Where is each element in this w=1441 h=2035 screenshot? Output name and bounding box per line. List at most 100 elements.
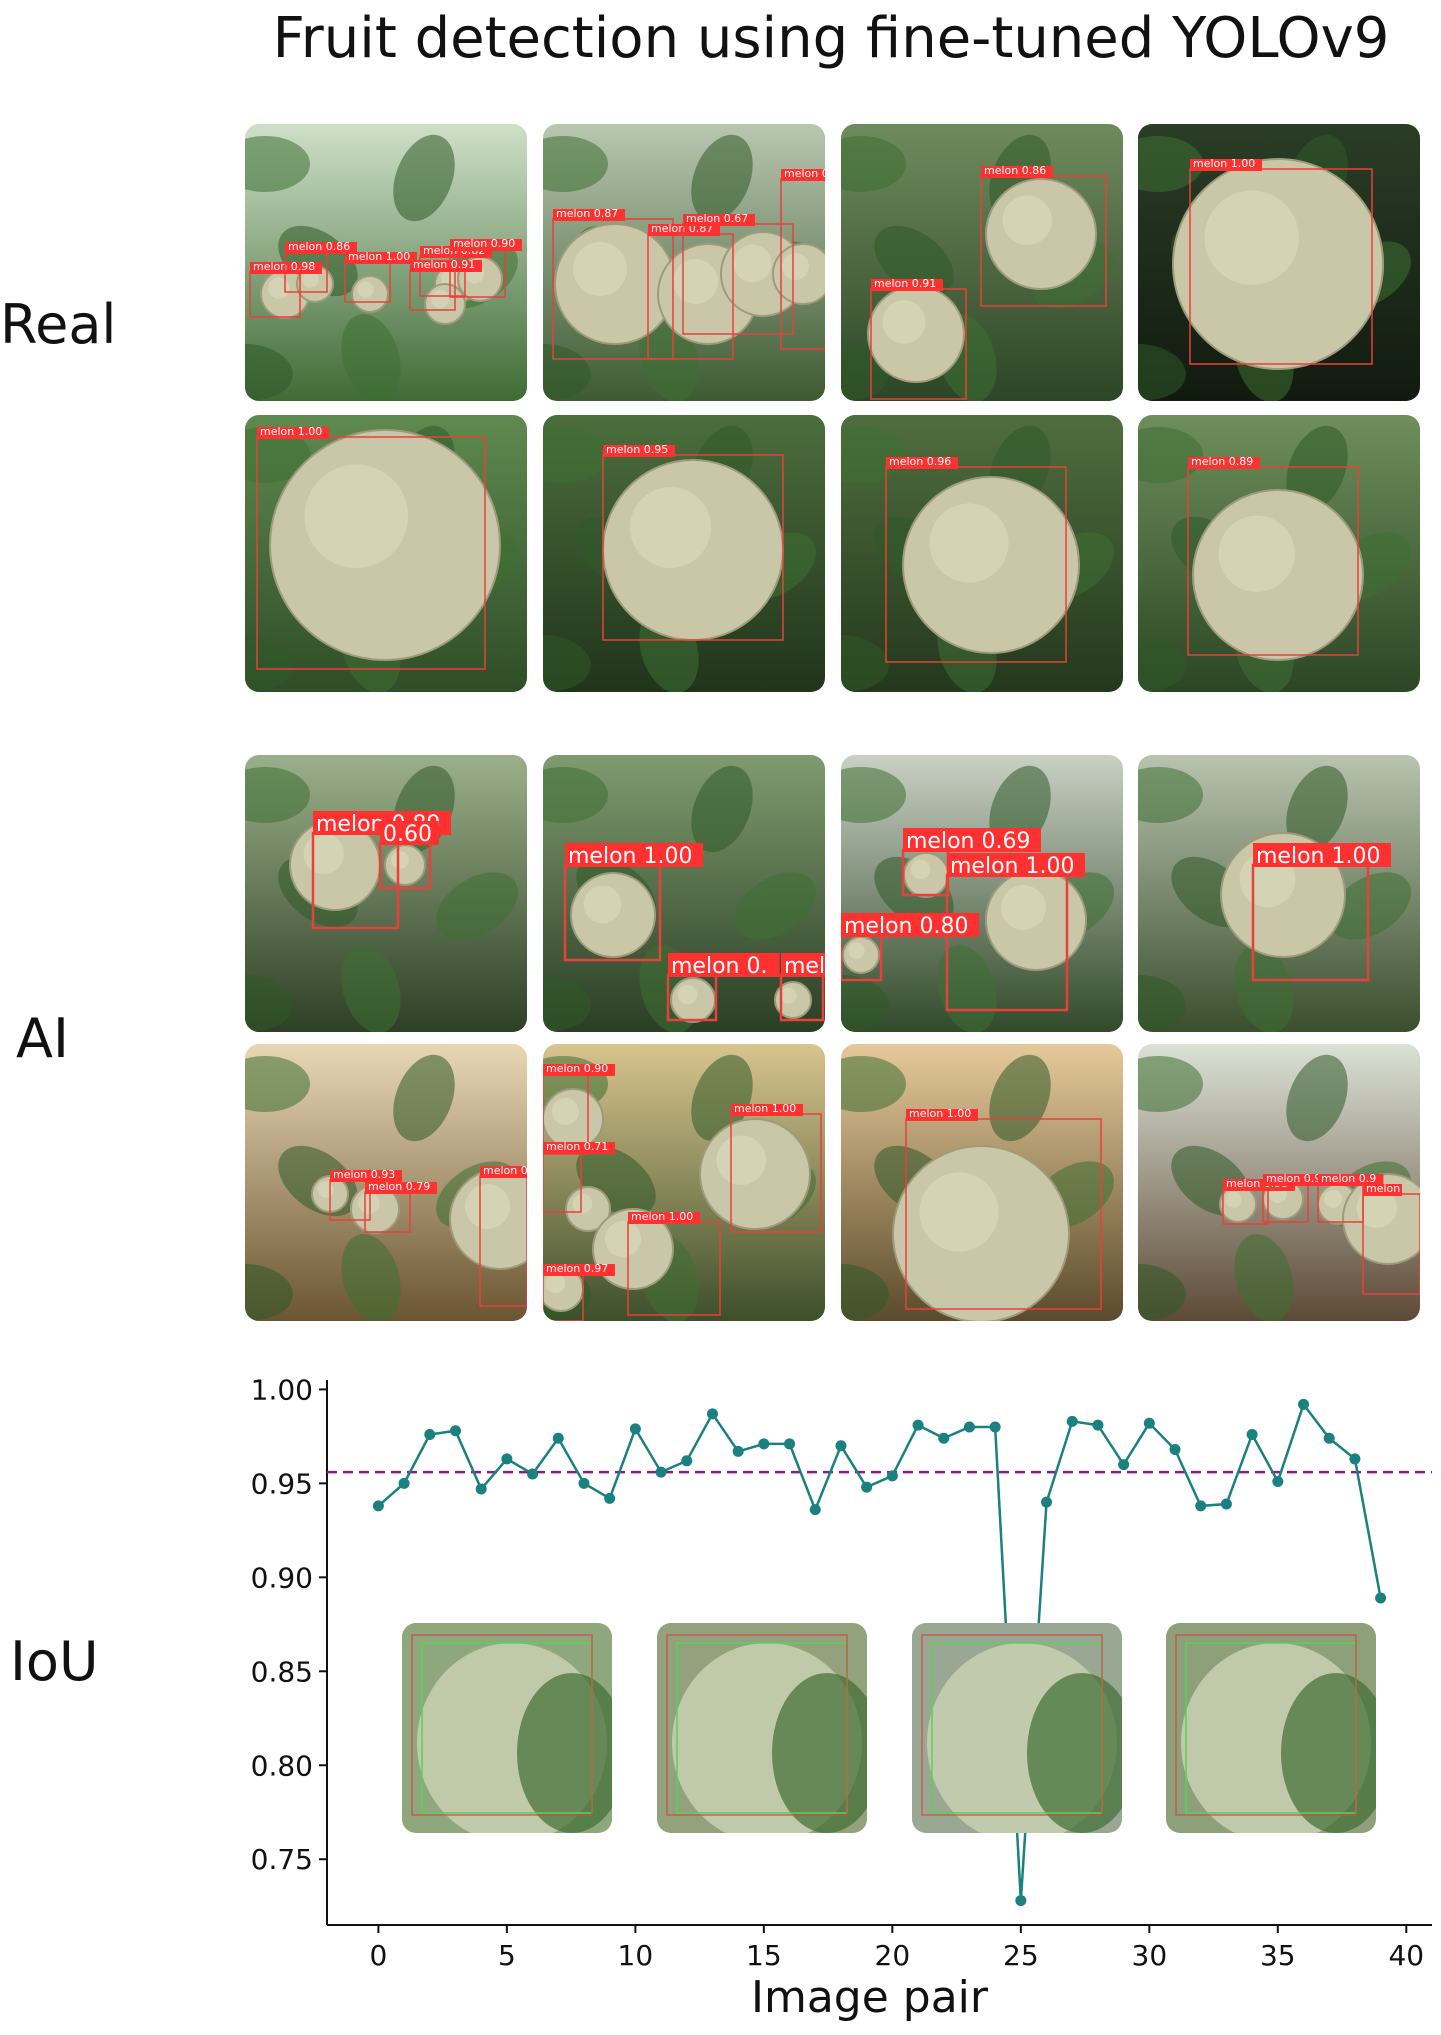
ai-image-8: melon 0.93 melon 0.9 melon 0.9 melon	[1138, 1044, 1420, 1321]
ai-image-4: melon 1.00	[1138, 755, 1420, 1032]
iou-point	[1375, 1592, 1387, 1604]
iou-point	[1246, 1429, 1258, 1440]
detection-label: melon 0.93	[333, 1168, 395, 1181]
iou-point	[1015, 1895, 1027, 1907]
ai-image-1: melon 0.89 0.60	[245, 755, 527, 1032]
iou-point	[989, 1421, 1001, 1433]
detection-box: melon 1.00	[1189, 157, 1373, 365]
detection-box: melon 0.	[666, 953, 780, 1022]
detection-label: melon 0	[483, 1164, 527, 1177]
iou-point	[1349, 1453, 1361, 1465]
detection-label: melon 0.79	[368, 1180, 430, 1193]
detection-box: melon 0.79	[364, 1180, 437, 1233]
detection-box: melon 0.80	[841, 913, 979, 982]
real-image-7: melon 0.96	[841, 415, 1123, 692]
detection-box: melon 0.86	[284, 240, 357, 293]
detection-label: melon 0.67	[686, 212, 748, 225]
detection-label: melon 0.86	[288, 240, 350, 253]
iou-point	[449, 1425, 461, 1437]
detection-label: melon 0.97	[546, 1262, 608, 1275]
detection-label: melon 1.00	[909, 1107, 971, 1120]
iou-point	[963, 1421, 975, 1433]
detection-label: melon 0.71	[546, 1140, 608, 1153]
real-image-5: melon 1.00	[245, 415, 527, 692]
detection-label: melon 1.00	[950, 854, 1074, 879]
detection-label: melon 0.87	[556, 207, 618, 220]
detection-box: melon	[1362, 1182, 1420, 1295]
iou-point	[398, 1477, 410, 1489]
detection-box: melon 1.00	[730, 1102, 822, 1233]
iou-point	[1041, 1496, 1053, 1508]
detection-label: melon 1.00	[734, 1102, 796, 1115]
detection-label: melon 1.00	[348, 250, 410, 263]
detection-box: 0.60	[378, 821, 439, 890]
detection-label: melon 0.90	[453, 237, 515, 250]
iou-point	[1066, 1415, 1078, 1427]
detection-label: melon 1.00	[260, 425, 322, 438]
iou-point	[681, 1455, 693, 1467]
detection-box: melon 1.00	[1251, 843, 1391, 982]
iou-point	[861, 1481, 873, 1493]
iou-point	[809, 1504, 821, 1516]
detection-box: melon 0.86	[980, 164, 1107, 307]
y-tick-label: 0.80	[251, 1749, 313, 1782]
iou-point	[1220, 1498, 1232, 1510]
detection-box: melon 1.00	[344, 250, 417, 303]
detection-box: melon 0.90	[449, 237, 522, 298]
detection-label: melon 0.9	[1266, 1172, 1321, 1185]
detection-box: melon 1.00	[627, 1210, 721, 1316]
iou-point	[1323, 1432, 1335, 1444]
detection-label: melon 0.9	[1321, 1172, 1376, 1185]
detection-label: melon 0.95	[606, 443, 668, 456]
iou-point	[578, 1477, 590, 1489]
x-tick-label: 35	[1260, 1939, 1296, 1972]
detection-box: melon 0.90	[543, 1062, 615, 1155]
detection-label: melon 1.00	[1256, 844, 1380, 869]
detection-box: melon 0.96	[885, 455, 1067, 663]
iou-point	[1195, 1500, 1207, 1512]
y-tick-label: 0.75	[251, 1843, 313, 1876]
detection-label: melon 1.00	[1193, 157, 1255, 170]
detection-label: melon 0.	[671, 954, 767, 979]
inset-thumbnail	[1166, 1623, 1376, 1833]
iou-point	[527, 1468, 539, 1480]
detection-label: melon 0.89	[1191, 455, 1253, 468]
detection-label: 0.60	[383, 822, 432, 847]
detection-box: melon 0.93	[329, 1168, 402, 1221]
row-label-ai: AI	[16, 1007, 69, 1070]
iou-point	[732, 1445, 744, 1457]
figure-title: Fruit detection using fine-tuned YOLOv9	[272, 6, 1390, 71]
row-label-real: Real	[0, 293, 117, 356]
detection-label: melon 0.91	[413, 258, 475, 271]
iou-point	[501, 1453, 513, 1465]
iou-point	[758, 1438, 770, 1450]
real-image-4: melon 1.00	[1138, 124, 1420, 401]
row-label-iou: IoU	[10, 1630, 99, 1693]
detection-label: melon 0.82	[784, 167, 825, 180]
iou-point	[835, 1440, 847, 1452]
iou-point	[552, 1432, 564, 1444]
x-tick-label: 40	[1388, 1939, 1424, 1972]
ai-image-7: melon 1.00	[841, 1044, 1123, 1321]
iou-point	[629, 1423, 641, 1435]
detection-box: melon 0.71	[543, 1140, 615, 1213]
detection-box: melon 0.87	[552, 207, 674, 360]
detection-box: melon 1.00	[563, 843, 703, 962]
detection-label: melon 0.69	[906, 829, 1030, 854]
detection-box: melon 0	[479, 1164, 527, 1307]
detection-box: melon 0.91	[409, 258, 482, 311]
detection-box: melon 0.67	[682, 212, 794, 335]
x-tick-label: 15	[746, 1939, 782, 1972]
real-image-6: melon 0.95	[543, 415, 825, 692]
ai-image-5: melon 0.93 melon 0.79 melon 0	[245, 1044, 527, 1321]
detection-label: mel	[784, 954, 825, 979]
iou-point	[1118, 1459, 1130, 1471]
detection-label: melon 0.96	[889, 455, 951, 468]
detection-label: melon 0.90	[546, 1062, 608, 1075]
x-tick-label: 25	[1003, 1939, 1039, 1972]
detection-box: mel	[779, 953, 825, 1022]
detection-box: melon 0.82	[780, 167, 825, 350]
detection-box: melon 0.69	[901, 828, 1041, 897]
inset-thumbnail	[912, 1623, 1122, 1833]
